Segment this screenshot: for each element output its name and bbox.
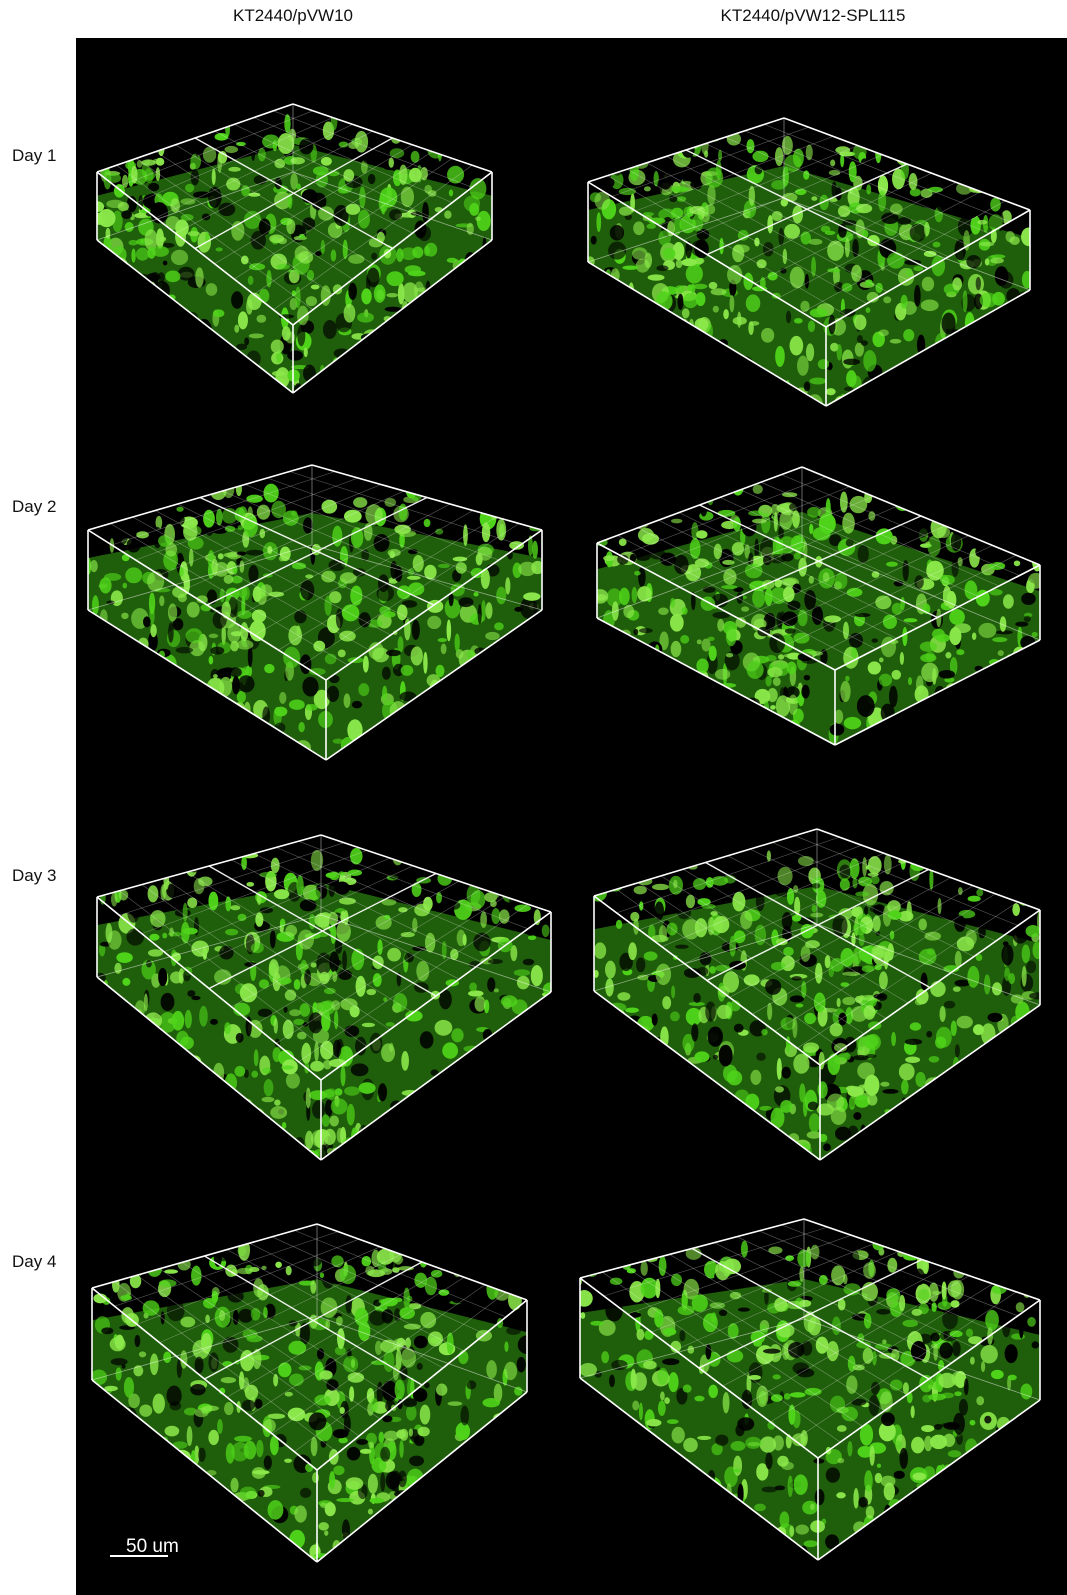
biofilm-box-day4-pvw10 bbox=[91, 1223, 528, 1563]
row-label-day-1: Day 1 bbox=[12, 146, 57, 165]
column-header-pvw12-spl115: KT2440/pVW12-SPL115 bbox=[720, 6, 906, 25]
scale-bar bbox=[110, 1555, 168, 1557]
scale-bar-label: 50 um bbox=[126, 1536, 179, 1557]
biofilm-box-day2-pvw12 bbox=[596, 466, 1041, 746]
biofilm-render-grid bbox=[87, 103, 1041, 1563]
biofilm-box-day3-pvw10 bbox=[96, 834, 552, 1161]
biofilm-box-day3-pvw12 bbox=[593, 828, 1041, 1161]
column-header-pvw10: KT2440/pVW10 bbox=[232, 6, 353, 25]
biofilm-box-day1-pvw12 bbox=[587, 117, 1031, 407]
biofilm-box-day1-pvw10 bbox=[96, 103, 493, 394]
biofilm-box-day2-pvw10 bbox=[87, 464, 543, 761]
biofilm-box-day4-pvw12 bbox=[579, 1218, 1041, 1561]
microscopy-image-panel bbox=[76, 38, 1067, 1595]
row-label-day-2: Day 2 bbox=[12, 497, 57, 516]
row-label-day-3: Day 3 bbox=[12, 866, 57, 885]
row-label-day-4: Day 4 bbox=[12, 1252, 57, 1271]
